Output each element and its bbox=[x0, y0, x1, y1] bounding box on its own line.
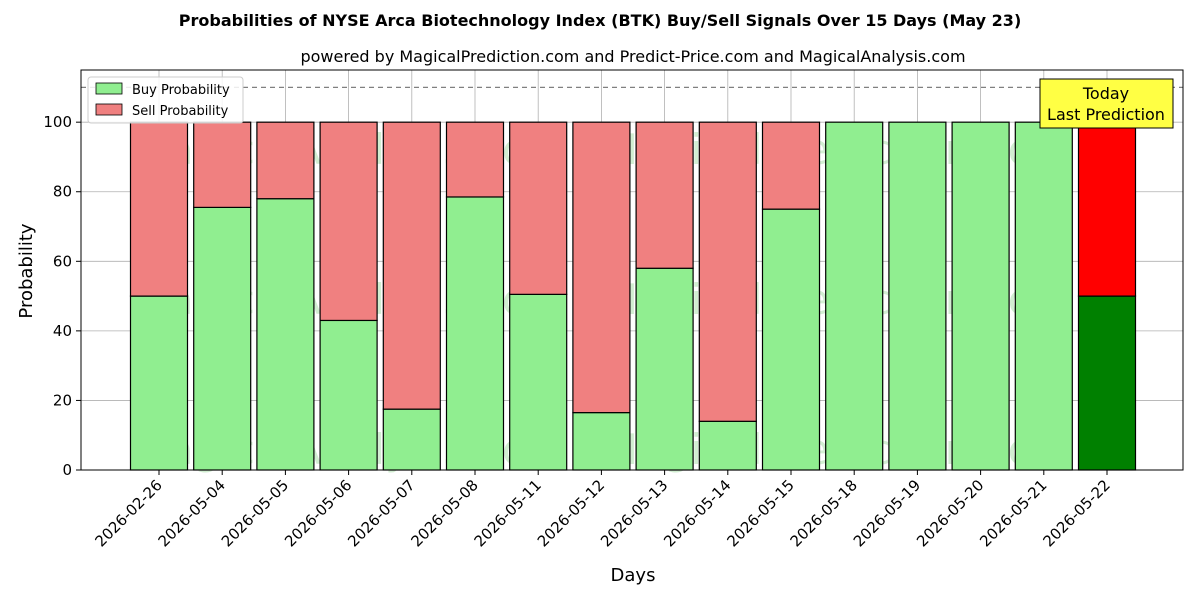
sell-bar bbox=[445, 121, 505, 198]
sell-bar bbox=[256, 121, 315, 200]
today-annotation-line2: Last Prediction bbox=[1047, 105, 1165, 124]
x-tick-label: 2026-05-13 bbox=[597, 476, 671, 550]
x-tick-label: 2026-05-04 bbox=[155, 476, 229, 550]
sell-bar bbox=[382, 121, 441, 410]
legend-sell-label: Sell Probability bbox=[132, 104, 229, 119]
x-tick-label: 2026-05-14 bbox=[660, 476, 734, 550]
bars bbox=[129, 121, 1137, 471]
buy-bar bbox=[129, 295, 189, 471]
y-tick-label: 100 bbox=[43, 113, 72, 131]
buy-bar bbox=[698, 420, 757, 471]
x-tick-label: 2026-05-19 bbox=[850, 476, 924, 550]
sell-bar bbox=[761, 121, 821, 210]
buy-bar bbox=[951, 121, 1010, 471]
y-tick-label: 0 bbox=[62, 461, 72, 479]
sell-bar bbox=[698, 121, 757, 422]
x-tick-label: 2026-05-07 bbox=[344, 476, 418, 550]
legend: Buy Probability Sell Probability bbox=[87, 76, 244, 124]
x-axis-label: Days bbox=[611, 565, 656, 586]
today-annotation-box bbox=[1039, 78, 1174, 129]
y-tick-label: 80 bbox=[53, 183, 72, 201]
chart-title: Probabilities of NYSE Arca Biotechnology… bbox=[179, 11, 1022, 30]
buy-bar bbox=[256, 198, 315, 471]
x-tick-label: 2026-05-06 bbox=[281, 476, 355, 550]
x-tick-label: 2026-05-20 bbox=[913, 476, 987, 550]
y-axis-label: Probability bbox=[16, 223, 37, 318]
buy-bar bbox=[1014, 121, 1073, 471]
x-tick-label: 2026-05-15 bbox=[723, 476, 797, 550]
x-tick-label: 2026-05-18 bbox=[787, 476, 861, 550]
legend-box bbox=[87, 76, 244, 124]
y-tick-label: 40 bbox=[53, 322, 72, 340]
x-tick-label: 2026-05-11 bbox=[471, 476, 545, 550]
buy-bar bbox=[572, 412, 631, 471]
buy-bar bbox=[319, 319, 378, 471]
legend-buy-label: Buy Probability bbox=[132, 83, 230, 98]
buy-bar bbox=[635, 267, 694, 471]
legend-sell-swatch bbox=[95, 103, 123, 116]
plot-frame bbox=[80, 69, 1184, 471]
x-tick-label: 2026-05-08 bbox=[407, 476, 481, 550]
buy-bar bbox=[1077, 295, 1137, 471]
y-tick-label: 20 bbox=[53, 391, 72, 409]
sell-bar bbox=[1077, 121, 1137, 297]
buy-bar bbox=[445, 196, 505, 471]
sell-bar bbox=[635, 121, 694, 269]
sell-bar bbox=[129, 121, 189, 297]
sell-bar bbox=[509, 121, 568, 295]
x-tick-label: 2026-05-12 bbox=[534, 476, 608, 550]
sell-bar bbox=[572, 121, 631, 414]
sell-bar bbox=[193, 121, 252, 208]
buy-bar bbox=[888, 121, 947, 471]
buy-bar bbox=[825, 121, 884, 471]
x-axis-ticks: 2026-02-262026-05-042026-05-052026-05-06… bbox=[91, 470, 1114, 550]
y-tick-label: 60 bbox=[53, 252, 72, 270]
buy-bar bbox=[509, 293, 568, 471]
buy-bar bbox=[382, 408, 441, 471]
buy-bar bbox=[193, 206, 252, 471]
x-tick-label: 2026-02-26 bbox=[91, 476, 165, 550]
sell-bar bbox=[319, 121, 378, 322]
x-tick-label: 2026-05-22 bbox=[1039, 476, 1113, 550]
chart-subtitle: powered by MagicalPrediction.com and Pre… bbox=[300, 47, 965, 66]
y-axis-ticks: 0 20 40 60 80 100 bbox=[43, 113, 81, 479]
x-tick-label: 2026-05-05 bbox=[218, 476, 292, 550]
today-annotation: Today Last Prediction bbox=[1039, 78, 1174, 129]
today-annotation-line1: Today bbox=[1082, 84, 1129, 103]
buy-bar bbox=[761, 208, 821, 471]
x-tick-label: 2026-05-21 bbox=[976, 476, 1050, 550]
legend-buy-swatch bbox=[95, 82, 123, 95]
